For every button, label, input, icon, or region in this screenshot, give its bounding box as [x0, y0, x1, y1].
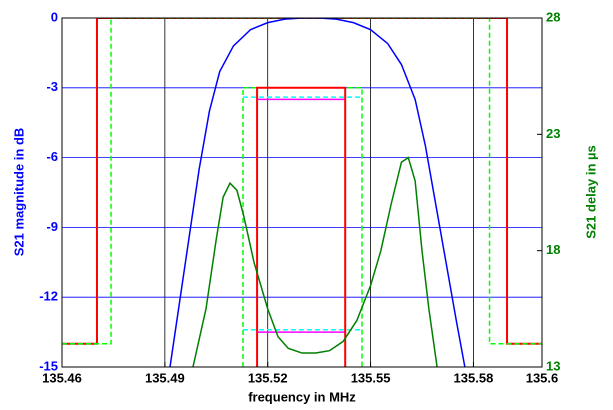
y2-tick-label: 18: [546, 242, 560, 257]
x-tick-label: 135.52: [248, 370, 288, 385]
series-line: [62, 18, 542, 345]
y-tick-label: -6: [46, 149, 58, 164]
x-tick-label: 135.6: [526, 370, 559, 385]
y2-tick-label: 13: [546, 358, 560, 373]
x-tick-label: 135.58: [454, 370, 494, 385]
series-line: [169, 18, 466, 367]
y2-tick-label: 23: [546, 126, 560, 141]
series-line: [62, 18, 542, 345]
x-tick-label: 135.55: [351, 370, 391, 385]
lines: [62, 18, 542, 367]
y-tick-label: -12: [39, 289, 58, 304]
series-line: [192, 156, 438, 367]
x-tick-label: 135.46: [42, 370, 82, 385]
y-axis-label: S21 magnitude in dB: [11, 128, 26, 257]
plot-area: [62, 18, 542, 367]
y-tick-label: -9: [46, 219, 58, 234]
y-tick-label: -15: [39, 358, 58, 373]
y2-axis-label: S21 delay in µs: [583, 145, 598, 238]
series-line: [256, 86, 347, 367]
x-axis-label: frequency in MHz: [248, 389, 356, 404]
x-tick-label: 135.49: [145, 370, 185, 385]
series-line: [257, 98, 346, 333]
series-line: [243, 96, 362, 331]
y2-tick-label: 28: [546, 9, 560, 24]
y-tick-label: 0: [51, 9, 58, 24]
axes-box: [61, 17, 543, 368]
labels: 135.46 135.49 135.52 135.55 135.58 135.6 0 -3 -6…: [39, 9, 560, 385]
y-tick-label: -3: [46, 79, 58, 94]
